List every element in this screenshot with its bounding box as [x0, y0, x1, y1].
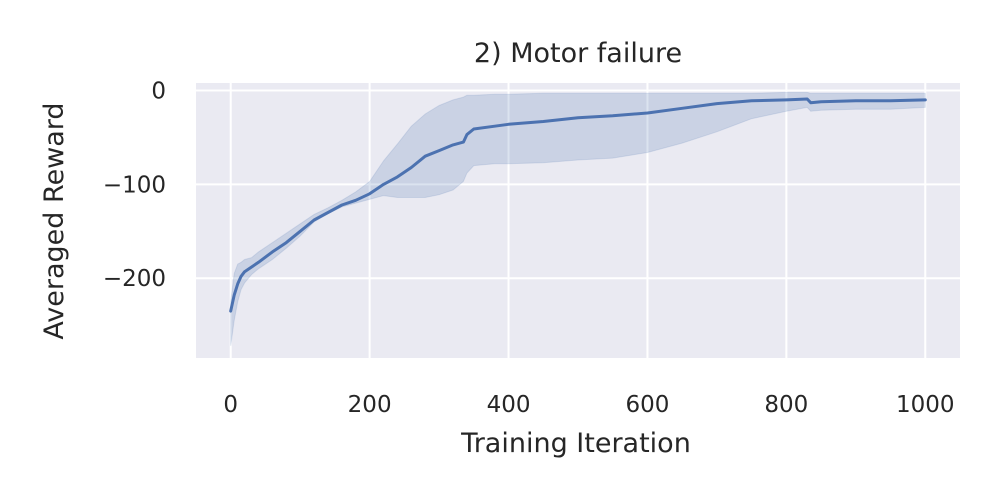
confidence-band	[230, 91, 926, 346]
x-tick-label: 800	[764, 392, 808, 418]
chart-title: 2) Motor failure	[474, 38, 682, 69]
x-tick-label: 200	[348, 392, 392, 418]
y-tick-labels: 0 −100 −200	[103, 79, 166, 293]
y-axis-label: Averaged Reward	[39, 102, 70, 339]
y-tick-label: −200	[103, 266, 166, 292]
x-axis-label: Training Iteration	[460, 428, 691, 459]
x-tick-label: 400	[487, 392, 531, 418]
y-tick-label: −100	[103, 172, 166, 198]
grid	[196, 83, 960, 358]
x-tick-labels: 0 200 400 600 800 1000	[223, 392, 954, 418]
x-tick-label: 0	[223, 392, 238, 418]
y-tick-label: 0	[151, 79, 166, 105]
plot-background	[196, 83, 960, 358]
x-tick-label: 1000	[896, 392, 955, 418]
series-line	[229, 97, 927, 313]
x-tick-label: 600	[626, 392, 670, 418]
